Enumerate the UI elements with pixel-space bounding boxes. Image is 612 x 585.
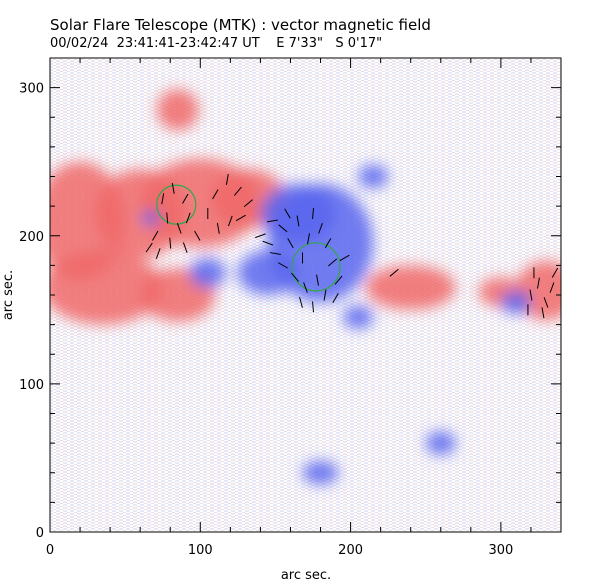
field-vector [194,230,201,241]
field-vector [278,224,288,233]
negative-polarity-region [343,305,374,330]
field-vector [303,282,308,293]
field-vector [169,237,172,249]
field-vector [312,208,314,220]
field-vector [287,238,294,249]
field-vector [299,296,303,308]
field-vector [262,240,274,246]
field-vector [537,277,540,289]
field-vector [328,258,338,267]
field-vector [182,242,188,253]
chart-subtitle: 00/02/24 23:41:41-23:42:47 UT E 7'33" S … [50,36,383,51]
negative-polarity-region [189,257,226,288]
y-tick-label: 300 [19,82,44,97]
field-vector [339,254,350,262]
field-vector [216,222,220,234]
chart-title: Solar Flare Telescope (MTK) : vector mag… [50,16,431,34]
field-vector [171,182,175,194]
negative-polarity-region [358,164,389,189]
polarity-regions [50,89,561,485]
field-vector [316,274,319,286]
field-vector [291,272,299,282]
field-vector [243,199,253,208]
positive-polarity-region [50,250,163,325]
y-axis-label: arc sec. [1,270,16,320]
sunspot-circles [156,184,341,292]
y-tick-label: 0 [36,526,44,541]
negative-polarity-region [260,183,336,244]
y-tick-label: 200 [19,230,44,245]
field-vector [228,215,233,227]
field-vector [312,301,314,313]
field-vector [233,186,242,196]
field-vector [161,193,165,205]
field-vector [541,307,545,319]
field-vector [318,223,323,234]
sunspot-circle [291,242,341,292]
field-vector [235,214,246,222]
negative-polarity-region [237,250,298,295]
field-vector [284,208,291,219]
field-vector [182,193,189,204]
field-vector [255,233,266,239]
sunspot-circle [156,184,197,225]
negative-polarity-region [500,290,531,315]
field-vector [389,268,399,277]
field-vector [332,292,339,303]
axes: 0 100 200 300 0 100 200 300 [19,57,562,558]
field-vector [277,262,288,269]
field-vector [269,252,281,255]
field-vector [152,230,159,241]
field-vector [225,173,229,185]
field-vector [551,267,559,278]
negative-polarity-region [302,460,339,485]
field-vector [334,275,343,285]
y-tick-label: 100 [19,378,44,393]
field-vector [166,212,169,224]
field-vector [549,282,555,293]
vector-field [145,173,559,319]
field-vector [212,189,219,200]
x-tick-label: 300 [488,543,513,558]
field-vector [543,297,549,308]
field-vector [529,289,533,301]
field-vector [307,233,310,245]
field-vector [266,219,278,223]
x-axis-label: arc sec. [281,568,331,583]
x-tick-label: 100 [188,543,213,558]
field-vector [296,215,300,227]
field-vector [185,212,191,224]
field-vector [155,248,161,259]
positive-polarity-region [365,265,456,310]
negative-polarity-region [141,210,160,226]
positive-polarity-region [156,89,199,131]
x-tick-label: 200 [338,543,363,558]
field-vector [176,223,182,234]
field-vector [323,289,327,301]
field-vector [324,238,332,249]
field-vector [145,242,153,253]
x-tick-label: 0 [46,543,54,558]
negative-polarity-region [425,431,456,455]
